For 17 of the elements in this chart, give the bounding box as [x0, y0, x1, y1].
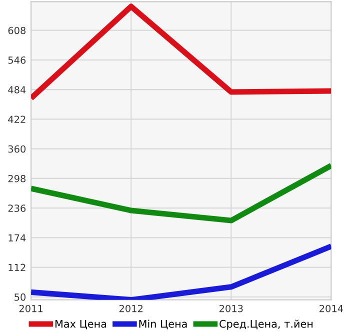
legend-label: Сред.Цена, т.йен [220, 320, 313, 330]
y-tick-label: 360 [8, 145, 26, 153]
y-tick-label: 484 [8, 86, 26, 94]
y-tick-label: 50 [14, 293, 26, 301]
y-tick-label: 546 [8, 56, 26, 64]
x-tick-label: 2011 [19, 304, 43, 312]
x-tick-label: 2014 [320, 304, 344, 312]
y-tick-label: 608 [8, 26, 26, 34]
y-tick-label: 298 [8, 174, 26, 182]
y-tick-label: 236 [8, 204, 26, 212]
legend-label: Max Цена [55, 320, 106, 330]
y-tick-label: 422 [8, 116, 26, 123]
y-tick-label: 174 [8, 234, 26, 242]
y-tick-label: 112 [8, 264, 26, 272]
x-tick-label: 2013 [219, 304, 243, 312]
x-tick-label: 2012 [119, 304, 142, 312]
legend-label: Min Цена [139, 320, 187, 330]
